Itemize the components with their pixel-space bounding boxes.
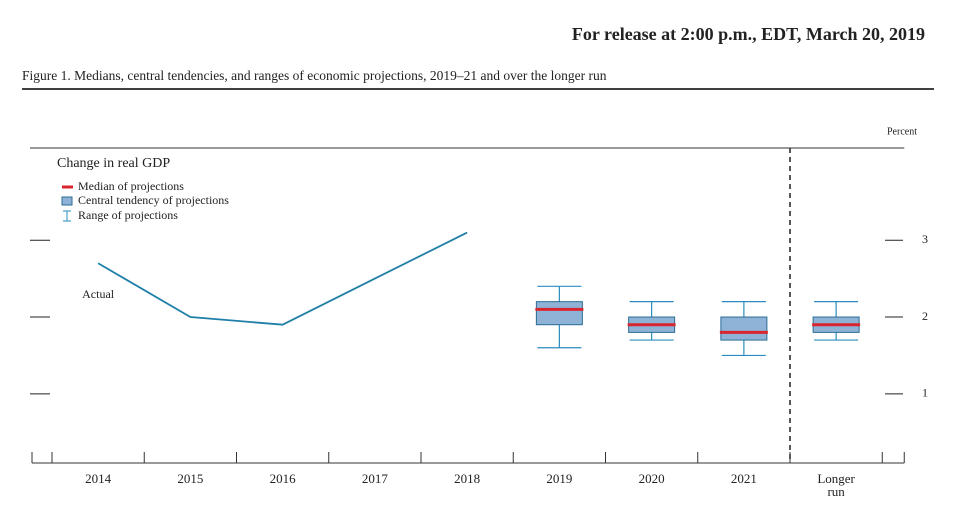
y-label: Percent	[887, 126, 917, 137]
legend-central: Central tendency of projections	[78, 193, 229, 207]
x-tick-label: 2021	[730, 471, 757, 486]
actual-line	[97, 231, 468, 326]
x-tick-label: Longer run	[817, 471, 855, 499]
subtitle: Change in real GDP	[57, 156, 170, 171]
legend-range-icon	[63, 210, 71, 222]
x-tick-label: 2015	[177, 471, 204, 486]
actual-label: Actual	[82, 287, 115, 301]
legend-central-icon	[61, 196, 73, 206]
x-tick-label: 2020	[638, 471, 665, 486]
x-tick-label: 2017	[361, 471, 388, 486]
x-tick-label: 2014	[85, 471, 112, 486]
central-tendency	[720, 316, 768, 341]
legend-range: Range of projections	[78, 208, 178, 222]
central-tendency	[535, 301, 583, 326]
y-tick-label: 2	[922, 309, 928, 323]
x-tick-label: 2018	[454, 471, 481, 486]
legend-median: Median of projections	[78, 179, 184, 193]
x-tick-label: 2019	[546, 471, 573, 486]
x-tick-label: 2016	[269, 471, 296, 486]
y-tick-label: 3	[922, 232, 928, 246]
release-line: For release at 2:00 p.m., EDT, March 20,…	[572, 24, 925, 44]
figure-caption: Figure 1. Medians, central tendencies, a…	[22, 68, 607, 83]
y-tick-label: 1	[922, 386, 928, 400]
